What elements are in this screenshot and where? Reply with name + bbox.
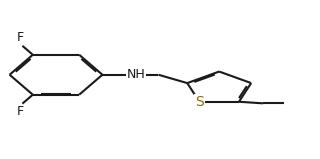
Text: F: F [17, 31, 24, 44]
Text: S: S [195, 95, 204, 109]
Text: F: F [17, 105, 24, 118]
Text: NH: NH [127, 68, 145, 81]
